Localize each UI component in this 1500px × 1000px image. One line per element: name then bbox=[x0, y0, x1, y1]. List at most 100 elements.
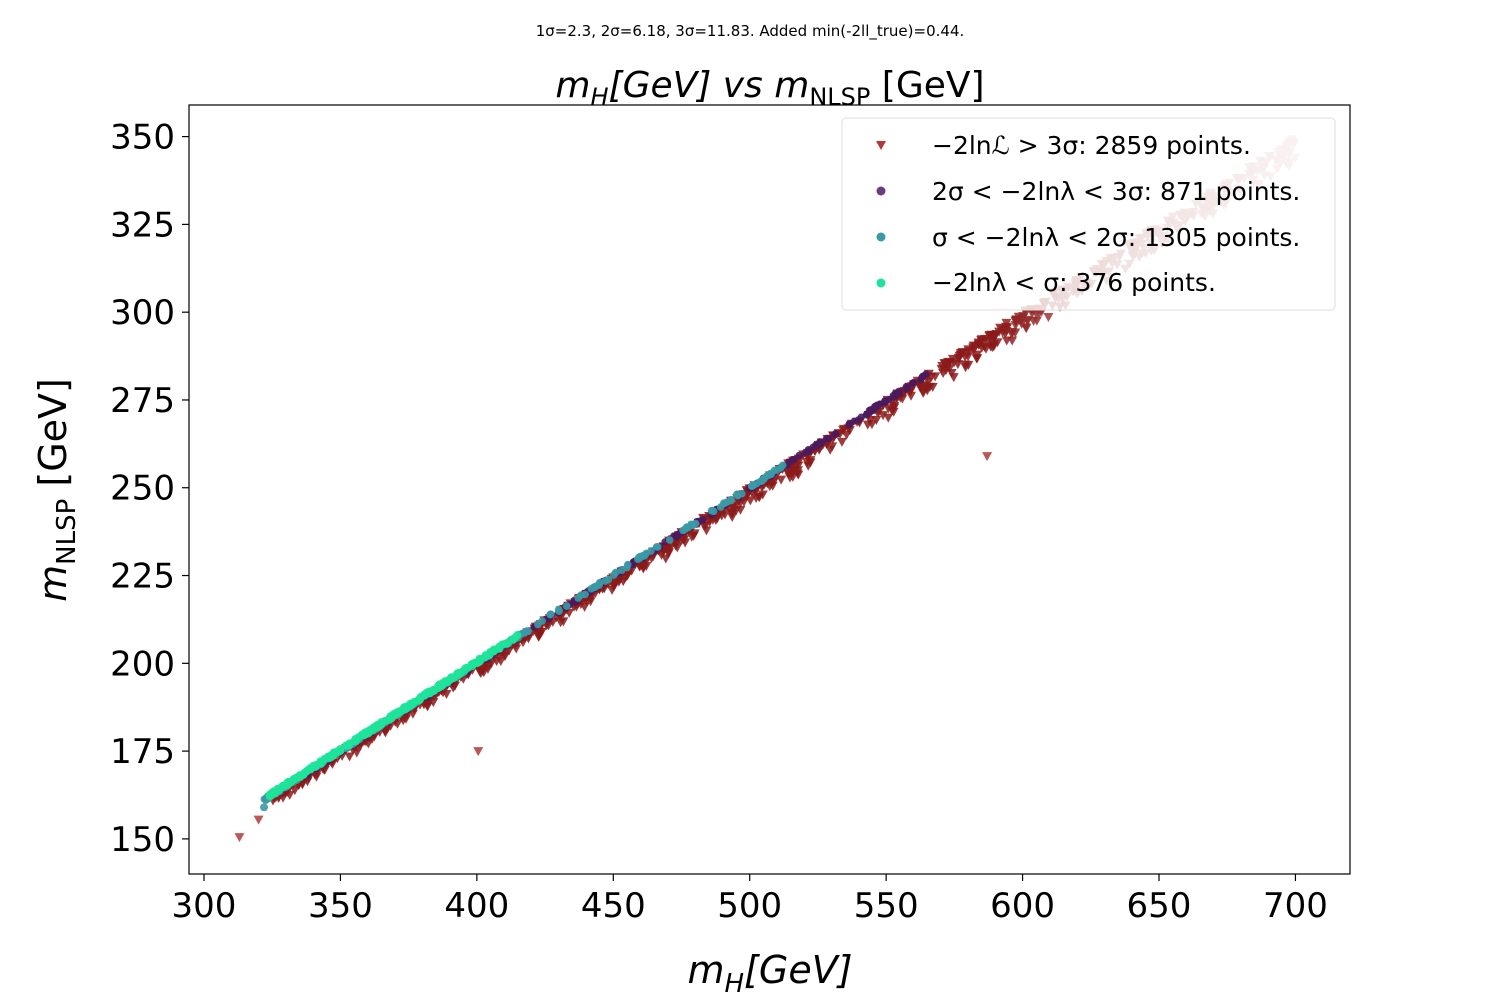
data-point-1sigma bbox=[691, 519, 700, 528]
data-point-2sigma bbox=[801, 448, 809, 457]
data-point-1sigma bbox=[652, 543, 661, 551]
data-point-3sigma bbox=[906, 391, 917, 401]
data-point-2sigma bbox=[881, 398, 889, 406]
y-tick-label: 275 bbox=[110, 381, 175, 421]
data-point-3sigma-outlier bbox=[473, 747, 484, 757]
data-point-2sigma bbox=[873, 402, 881, 410]
data-point-best bbox=[460, 666, 469, 675]
data-point-3sigma bbox=[523, 634, 534, 644]
data-point-2sigma bbox=[866, 408, 874, 416]
data-point-2sigma bbox=[831, 430, 839, 438]
data-point-best bbox=[357, 730, 366, 739]
x-tick-label: 600 bbox=[990, 886, 1055, 926]
legend-entry-1sigma: σ < −2lnλ < 2σ: 1305 points. bbox=[932, 223, 1300, 252]
y-tick-label: 225 bbox=[110, 557, 175, 597]
data-point-2sigma bbox=[854, 416, 863, 424]
y-tick-label: 300 bbox=[110, 293, 175, 333]
data-point-3sigma bbox=[727, 503, 738, 513]
data-point-2sigma bbox=[909, 378, 918, 387]
legend-box bbox=[841, 117, 1336, 311]
data-point-1sigma bbox=[778, 461, 787, 470]
data-point-3sigma bbox=[989, 331, 1000, 341]
data-point-best bbox=[336, 746, 345, 755]
data-point-best bbox=[467, 659, 476, 668]
data-point-best bbox=[403, 704, 412, 713]
data-point-3sigma bbox=[289, 786, 300, 796]
data-point-1sigma bbox=[709, 507, 718, 516]
data-point-2sigma bbox=[822, 434, 831, 443]
data-point-1sigma bbox=[592, 582, 600, 590]
y-tick-label: 175 bbox=[110, 732, 175, 772]
data-point-1sigma bbox=[555, 607, 563, 616]
data-point-1sigma bbox=[574, 594, 582, 602]
x-axis-label: mH[GeV] bbox=[687, 948, 852, 999]
data-point-3sigma bbox=[1027, 309, 1038, 319]
legend-marker-triangle bbox=[876, 141, 886, 150]
data-point-3sigma-outlier bbox=[253, 815, 264, 825]
x-tick-label: 350 bbox=[308, 886, 373, 926]
data-point-3sigma bbox=[700, 521, 711, 531]
y-tick-label: 350 bbox=[110, 118, 175, 158]
legend-marker-purple bbox=[876, 186, 886, 196]
y-tick-label: 250 bbox=[110, 469, 175, 509]
data-point-best bbox=[424, 687, 433, 696]
data-point-3sigma bbox=[665, 543, 676, 553]
chart-title: mH[GeV] vs mNLSP [GeV] bbox=[555, 65, 984, 111]
data-point-best bbox=[345, 739, 354, 748]
data-point-best bbox=[509, 635, 518, 644]
data-point-3sigma bbox=[701, 526, 712, 536]
data-point-3sigma bbox=[311, 772, 322, 782]
data-point-2sigma bbox=[790, 456, 798, 464]
data-point-3sigma bbox=[927, 382, 938, 392]
data-point-3sigma bbox=[922, 386, 933, 396]
data-point-best bbox=[480, 652, 489, 661]
data-point-1sigma bbox=[546, 610, 555, 619]
data-point-3sigma bbox=[499, 650, 510, 660]
x-tick-label: 650 bbox=[1127, 886, 1192, 926]
data-point-best bbox=[315, 759, 324, 768]
data-point-best bbox=[438, 681, 447, 690]
data-point-3sigma bbox=[930, 372, 941, 382]
data-point-best bbox=[454, 670, 463, 679]
data-point-3sigma bbox=[1022, 317, 1033, 327]
y-axis: 150 175 200 225 250 275 300 325 350 bbox=[110, 118, 189, 860]
data-point-3sigma bbox=[783, 469, 794, 479]
data-point-2sigma bbox=[902, 383, 910, 391]
data-point-3sigma bbox=[607, 585, 618, 595]
y-axis-label: mNLSP [GeV] bbox=[31, 378, 82, 602]
data-point-best bbox=[273, 784, 282, 793]
data-point-1sigma bbox=[611, 568, 620, 577]
data-point-3sigma bbox=[686, 532, 697, 542]
data-point-3sigma bbox=[579, 602, 590, 612]
data-point-3sigma bbox=[1001, 322, 1012, 332]
data-point-best bbox=[415, 695, 424, 704]
data-point-3sigma bbox=[612, 576, 623, 586]
data-point-3sigma bbox=[914, 380, 925, 390]
data-point-3sigma-outlier bbox=[982, 452, 993, 462]
data-point-2sigma bbox=[813, 442, 821, 450]
data-point-1sigma bbox=[719, 499, 728, 507]
data-point-3sigma bbox=[987, 337, 998, 347]
data-point-1sigma bbox=[665, 536, 674, 544]
data-point-3sigma bbox=[803, 461, 814, 471]
data-point-3sigma bbox=[866, 420, 877, 430]
legend-entry-3sigma: −2lnℒ > 3σ: 2859 points. bbox=[932, 131, 1251, 160]
data-point-3sigma bbox=[536, 627, 547, 637]
data-point-3sigma bbox=[960, 360, 971, 370]
data-point-1sigma bbox=[534, 620, 542, 629]
data-point-1sigma bbox=[762, 472, 771, 480]
data-point-3sigma bbox=[963, 347, 974, 357]
data-point-3sigma bbox=[953, 353, 964, 363]
data-point-2sigma bbox=[845, 421, 853, 429]
data-point-3sigma bbox=[735, 505, 746, 515]
data-point-2sigma bbox=[893, 390, 901, 398]
data-point-3sigma-outlier bbox=[234, 833, 245, 843]
data-point-3sigma bbox=[948, 373, 959, 383]
data-point-3sigma bbox=[745, 496, 756, 506]
data-point-3sigma bbox=[963, 352, 974, 362]
data-point-3sigma bbox=[1043, 312, 1054, 322]
data-point-3sigma bbox=[971, 354, 982, 364]
data-point-best bbox=[387, 713, 396, 722]
data-point-3sigma bbox=[621, 571, 632, 581]
data-point-best bbox=[329, 751, 338, 760]
